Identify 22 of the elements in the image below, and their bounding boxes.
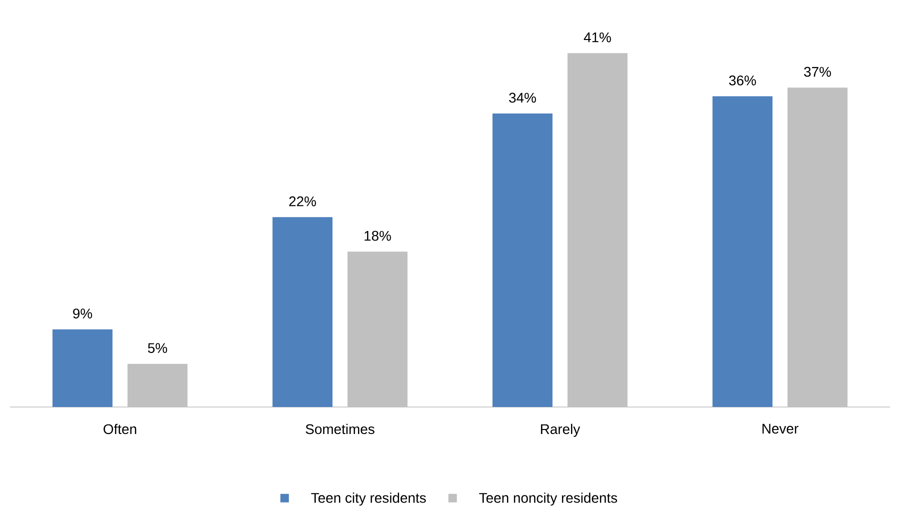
bar xyxy=(52,329,112,407)
bar xyxy=(128,364,188,407)
bar xyxy=(272,217,333,407)
x-tick-label: Sometimes xyxy=(306,424,374,434)
data-label: 37% xyxy=(804,66,831,77)
data-label: 22% xyxy=(289,196,316,206)
bar xyxy=(568,53,628,407)
legend-label: Teen city residents xyxy=(311,492,426,506)
bar xyxy=(492,114,553,407)
data-label: 36% xyxy=(729,76,756,86)
data-label: 34% xyxy=(509,92,536,103)
x-tick-label: Never xyxy=(762,424,798,434)
bar xyxy=(788,88,848,407)
data-label: 41% xyxy=(584,32,611,42)
x-tick-label: Often xyxy=(104,424,136,434)
data-label: 9% xyxy=(73,308,92,318)
x-tick-label: Rarely xyxy=(540,424,580,437)
data-label: 18% xyxy=(364,230,391,241)
data-label: 5% xyxy=(148,343,168,353)
bar xyxy=(348,252,408,407)
legend-label: Teen noncity residents xyxy=(479,492,618,506)
bar xyxy=(712,96,773,407)
